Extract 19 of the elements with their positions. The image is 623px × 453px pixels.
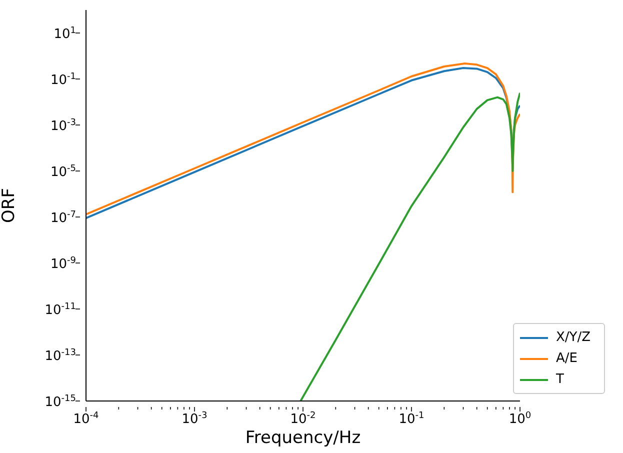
x-tick-label: 10$^{0}$ xyxy=(508,411,532,427)
y-tick-label: 10$^{-7}$ xyxy=(50,210,76,226)
y-tick-label: 10$^{-9}$ xyxy=(50,256,76,272)
y-tick-label: 10$^{-5}$ xyxy=(50,164,76,180)
legend-label: X/Y/Z xyxy=(556,330,591,345)
y-tick-label: 10$^{-1}$ xyxy=(50,72,76,88)
x-tick-label: 10$^{-2}$ xyxy=(290,411,316,427)
y-tick-label: 10$^{-3}$ xyxy=(50,118,76,134)
x-tick-label: 10$^{-4}$ xyxy=(73,411,100,427)
y-axis-title: ORF xyxy=(0,188,20,223)
y-tick-label: 10$^{-13}$ xyxy=(44,348,76,364)
legend-label: A/E xyxy=(556,351,578,366)
x-axis-title: Frequency/Hz xyxy=(245,428,361,448)
y-tick-label: 10$^{-15}$ xyxy=(44,394,76,410)
legend-label: T xyxy=(556,372,564,387)
y-tick-label: 10$^{-11}$ xyxy=(44,302,76,318)
x-tick-label: 10$^{-1}$ xyxy=(398,411,424,427)
y-tick-label: 10$^{1}$ xyxy=(54,26,76,42)
x-tick-label: 10$^{-3}$ xyxy=(182,411,208,427)
